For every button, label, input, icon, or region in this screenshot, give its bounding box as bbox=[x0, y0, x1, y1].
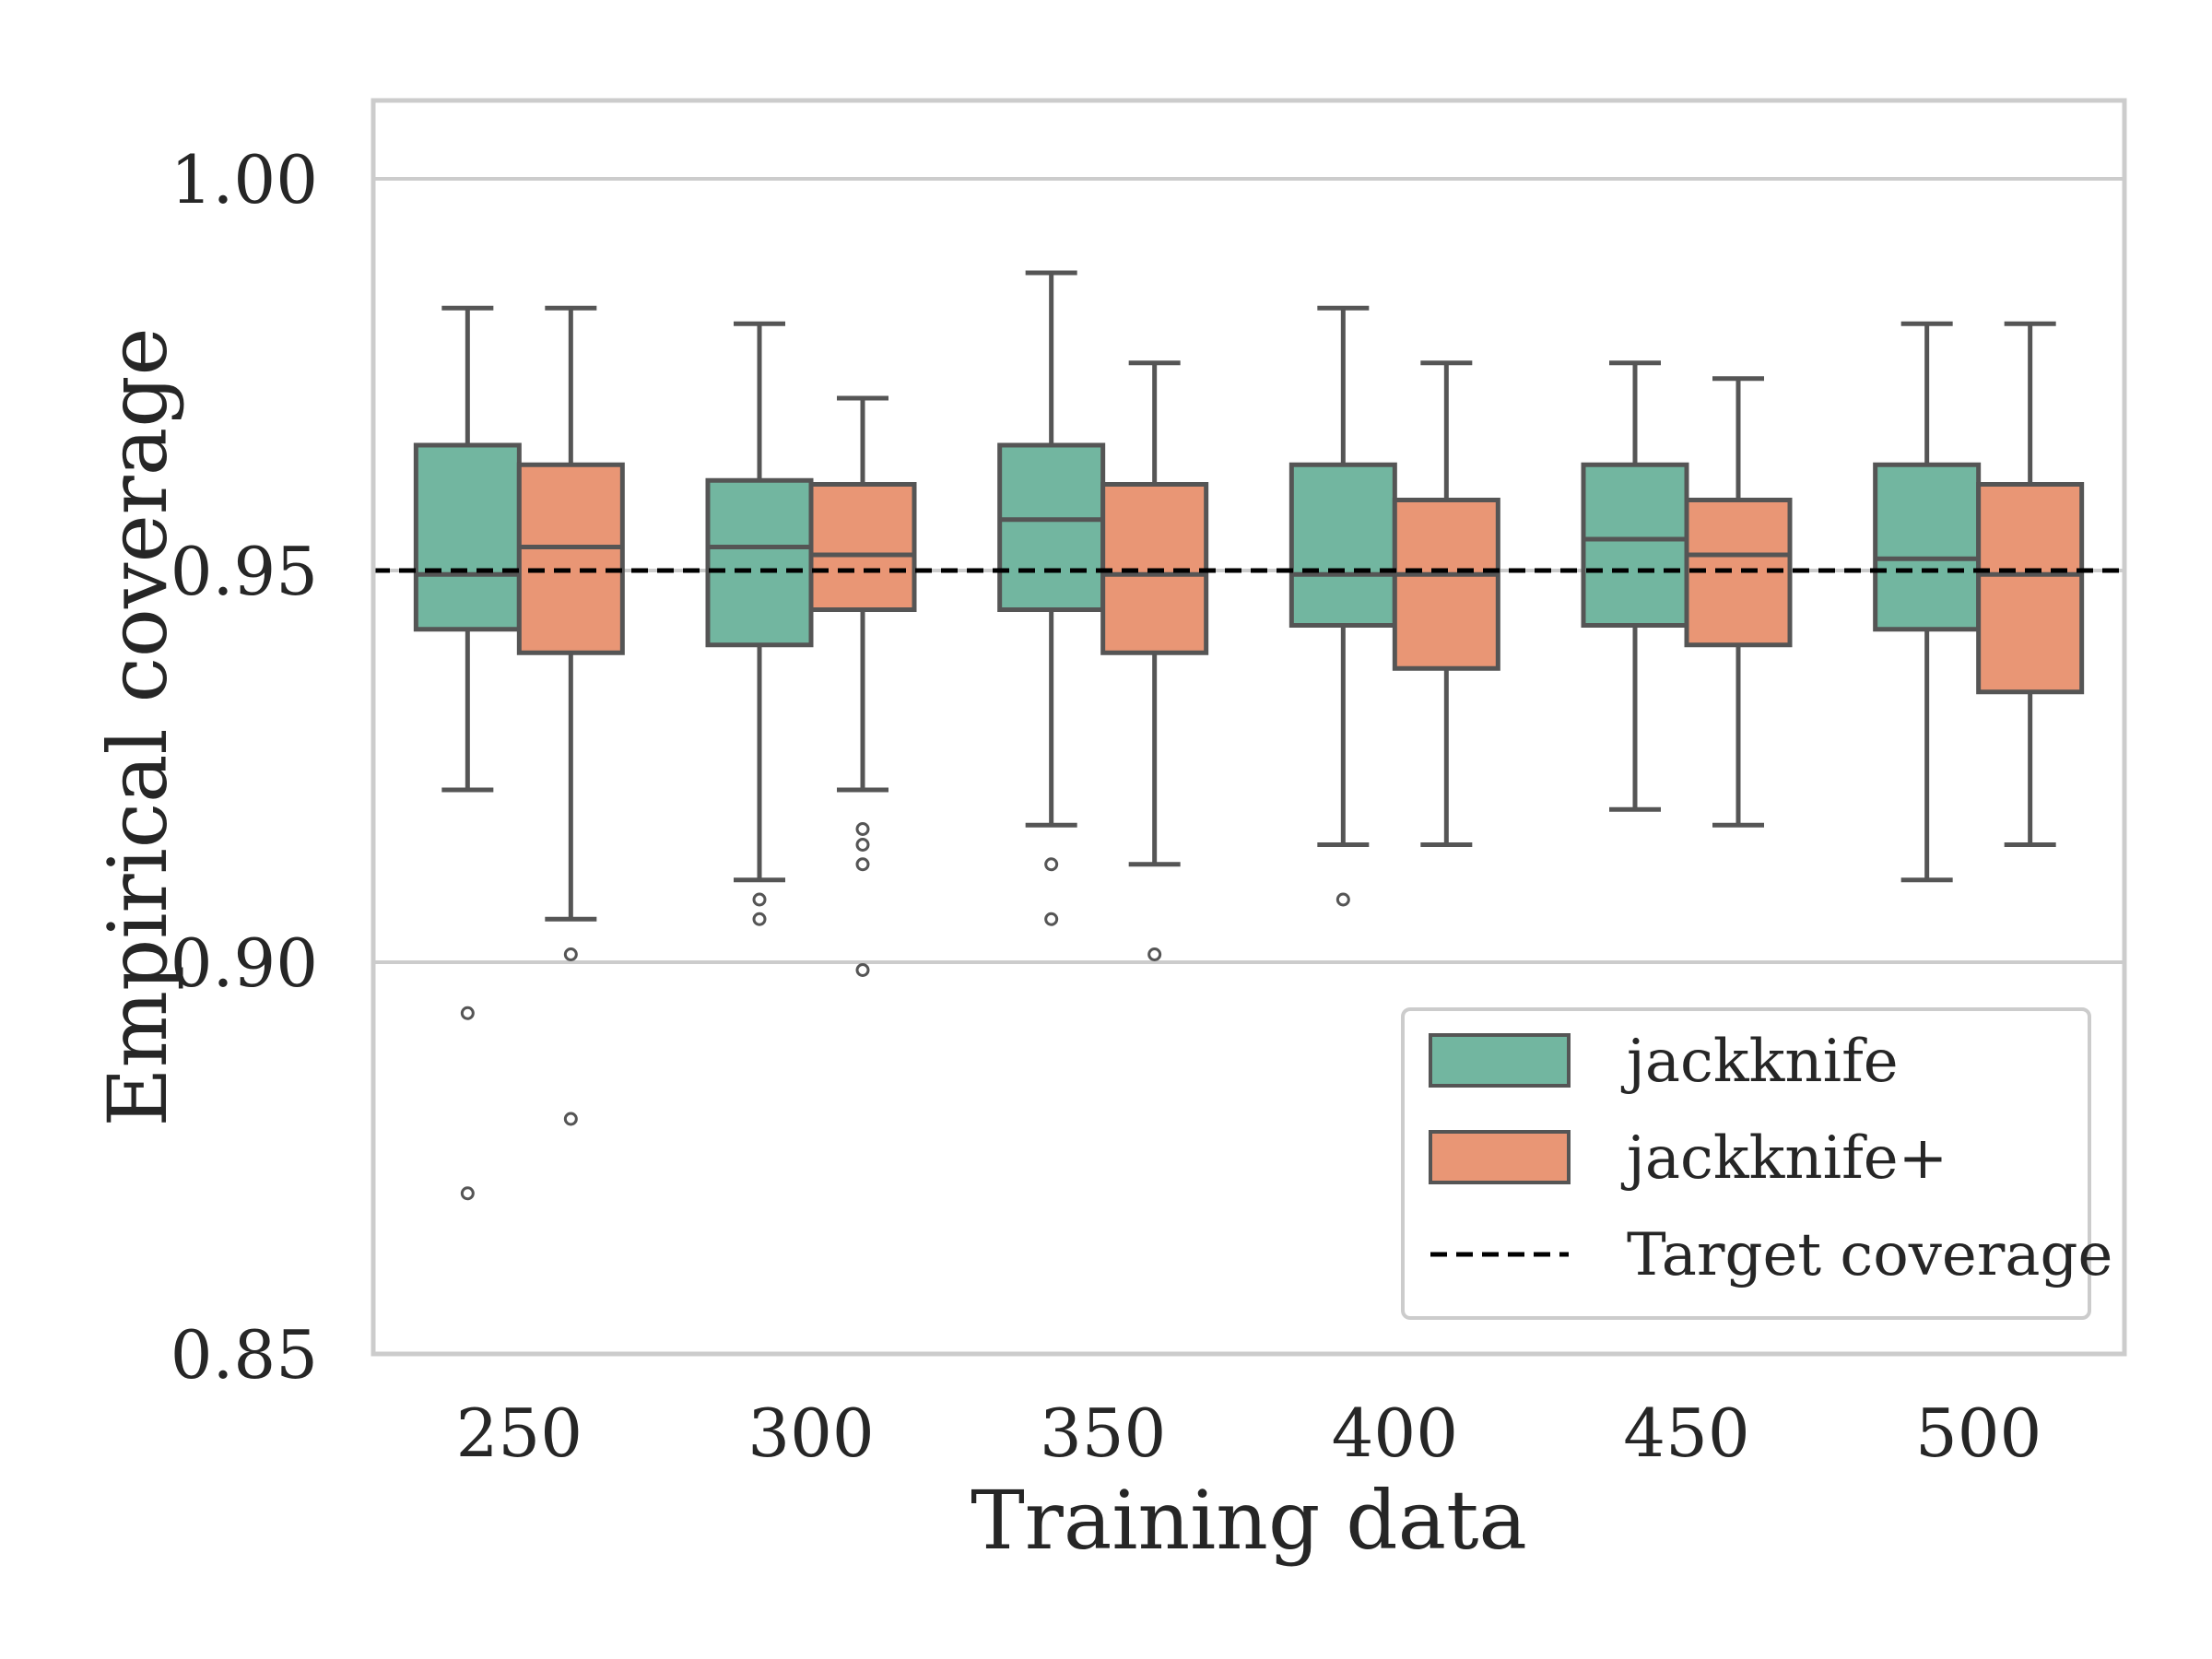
outlier-point bbox=[855, 838, 870, 852]
outlier-point bbox=[855, 963, 870, 977]
legend-label-jackknife: jackknife bbox=[1620, 1028, 1899, 1096]
x-tick-label: 250 bbox=[456, 1394, 582, 1472]
box-body bbox=[1873, 462, 1982, 632]
box-body bbox=[1581, 462, 1689, 628]
box bbox=[705, 321, 814, 926]
outlier-point bbox=[1044, 857, 1059, 872]
outlier-point bbox=[1044, 912, 1059, 926]
x-tick-label: 450 bbox=[1623, 1394, 1749, 1472]
box-body bbox=[516, 462, 625, 655]
legend-frame bbox=[1401, 1007, 2091, 1320]
series-jackknife bbox=[413, 270, 1982, 1201]
box-body bbox=[1976, 482, 2085, 695]
outlier-point bbox=[752, 912, 767, 926]
x-tick-label: 350 bbox=[1040, 1394, 1166, 1472]
outlier-point bbox=[752, 892, 767, 907]
x-tick-label: 400 bbox=[1332, 1394, 1458, 1472]
y-tick-label: 0.95 bbox=[171, 533, 318, 610]
box-body bbox=[1392, 498, 1500, 671]
box-body bbox=[997, 442, 1106, 612]
y-tick-label: 0.85 bbox=[171, 1316, 318, 1394]
x-tick-labels: 250 300 350 400 450 500 bbox=[456, 1394, 2042, 1472]
outlier-point bbox=[563, 947, 578, 961]
y-axis-label: Empirical coverage bbox=[90, 327, 185, 1126]
box-body bbox=[808, 482, 917, 612]
x-axis-label: Training data bbox=[971, 1473, 1527, 1568]
outlier-point bbox=[460, 1186, 475, 1201]
plot-frame bbox=[371, 98, 2127, 1357]
outlier-point bbox=[563, 1112, 578, 1126]
legend-swatch-jackknife-plus bbox=[1429, 1130, 1571, 1184]
y-tick-labels: 0.85 0.90 0.95 1.00 bbox=[171, 141, 318, 1394]
outlier-point bbox=[855, 857, 870, 872]
legend-swatch-jackknife bbox=[1429, 1033, 1571, 1088]
outlier-point bbox=[1335, 892, 1350, 907]
legend-label-target-coverage: Target coverage bbox=[1627, 1221, 2112, 1289]
box bbox=[1392, 360, 1500, 847]
x-tick-label: 500 bbox=[1915, 1394, 2041, 1472]
x-tick-label: 300 bbox=[747, 1394, 874, 1472]
box-body bbox=[413, 442, 522, 632]
y-tick-label: 1.00 bbox=[171, 141, 318, 218]
box bbox=[516, 305, 625, 1126]
y-tick-label: 0.90 bbox=[171, 924, 318, 1002]
box bbox=[808, 395, 917, 977]
box-series bbox=[413, 270, 2085, 1201]
box-body bbox=[705, 477, 814, 648]
box bbox=[1976, 321, 2085, 847]
outlier-point bbox=[1147, 947, 1162, 961]
legend: jackknife jackknife+ Target coverage bbox=[1401, 1007, 2112, 1320]
outlier-point bbox=[460, 1006, 475, 1020]
box bbox=[413, 305, 522, 1201]
outlier-point bbox=[855, 822, 870, 836]
legend-label-jackknife-plus: jackknife+ bbox=[1620, 1124, 1947, 1193]
box bbox=[1873, 321, 1982, 883]
box-body bbox=[1288, 462, 1397, 628]
box bbox=[997, 270, 1106, 926]
